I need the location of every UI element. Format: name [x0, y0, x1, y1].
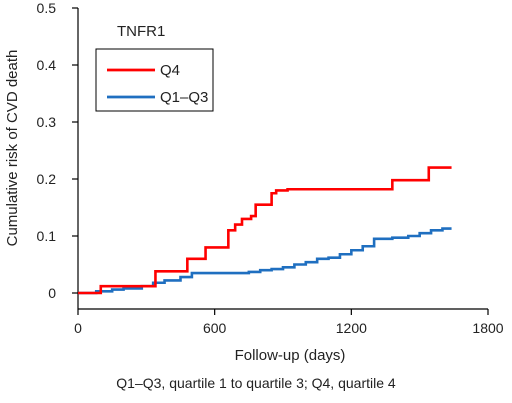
series-layer — [78, 166, 452, 295]
legend: Q4 Q1–Q3 — [95, 48, 214, 112]
legend-box — [95, 48, 214, 112]
y-tick-label: 0 — [48, 285, 56, 301]
x-tick-label: 0 — [74, 320, 82, 336]
series-line-q1-q3 — [78, 227, 452, 295]
x-tick-label: 600 — [203, 320, 227, 336]
y-ticks: 0 0.1 0.2 0.3 0.4 0.5 — [37, 0, 78, 301]
y-tick-label: 0.2 — [37, 171, 57, 187]
y-axis-title: Cumulative risk of CVD death — [4, 50, 21, 247]
x-tick-label: 1200 — [336, 320, 367, 336]
axes: 0 0.1 0.2 0.3 0.4 0.5 0 600 1200 1800 — [37, 0, 504, 336]
km-chart: 0 0.1 0.2 0.3 0.4 0.5 0 600 1200 1800 TNFR1 Q4 Q… — [4, 0, 504, 364]
legend-label-q1-q3: Q1–Q3 — [160, 89, 208, 106]
y-tick-label: 0.1 — [37, 228, 57, 244]
y-tick-label: 0.3 — [37, 114, 57, 130]
x-tick-label: 1800 — [472, 320, 503, 336]
figure-caption: Q1–Q3, quartile 1 to quartile 3; Q4, qua… — [116, 375, 396, 391]
x-axis-title: Follow-up (days) — [235, 347, 346, 364]
y-tick-label: 0.5 — [37, 0, 57, 16]
y-tick-label: 0.4 — [37, 57, 57, 73]
x-ticks: 0 600 1200 1800 — [74, 309, 504, 336]
chart-title: TNFR1 — [117, 23, 165, 40]
series-line-q4 — [78, 166, 452, 295]
legend-label-q4: Q4 — [160, 62, 180, 79]
